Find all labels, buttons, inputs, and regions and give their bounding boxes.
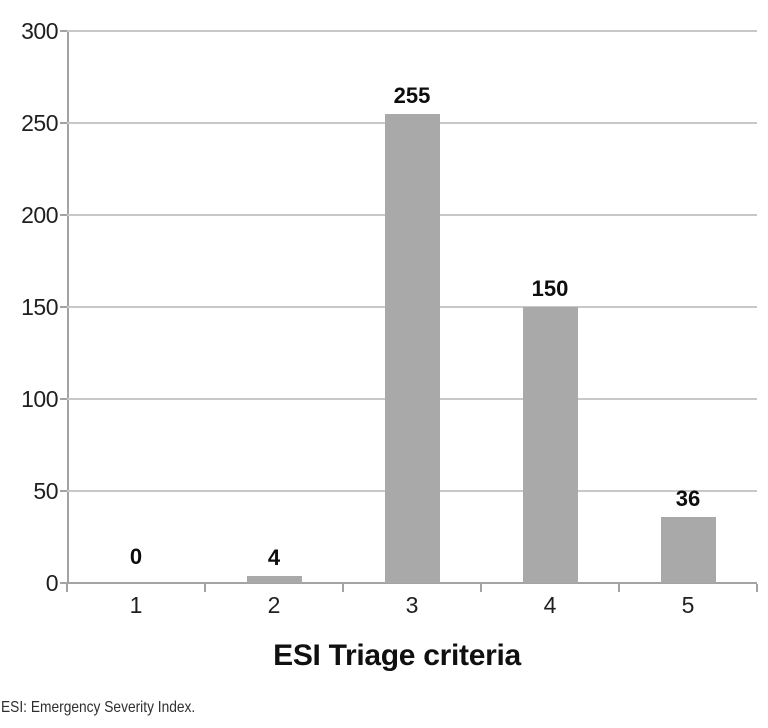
y-tick-label: 300 <box>21 18 58 44</box>
y-tick <box>60 582 67 584</box>
bar-value-label: 0 <box>129 544 143 569</box>
bar-value-label: 150 <box>531 276 569 301</box>
bar-value-label: 4 <box>267 544 281 570</box>
x-axis-title: ESI Triage criteria <box>273 639 521 672</box>
y-tick <box>60 214 67 216</box>
y-tick-label: 50 <box>33 478 58 504</box>
x-axis-line <box>65 582 757 584</box>
bar-value-label: 36 <box>675 485 701 511</box>
y-tick-label: 200 <box>21 202 58 228</box>
bar-value-label: 255 <box>393 82 431 108</box>
x-tick-label: 1 <box>129 592 143 618</box>
y-tick-label: 250 <box>21 110 58 136</box>
y-tick-label: 150 <box>21 294 58 320</box>
y-tick <box>60 30 67 32</box>
bar <box>660 516 716 583</box>
bar <box>384 113 440 583</box>
gridline <box>67 30 757 32</box>
x-tick-label: 5 <box>681 592 695 618</box>
x-tick <box>342 584 344 592</box>
x-tick <box>480 584 482 592</box>
x-tick-label: 2 <box>267 592 281 618</box>
y-tick <box>60 490 67 492</box>
x-tick <box>756 584 758 592</box>
bar <box>246 575 302 583</box>
y-tick <box>60 122 67 124</box>
x-axis: 1 2 3 4 5 <box>66 584 758 624</box>
plot-area: 0 4 255 150 36 <box>60 30 757 584</box>
x-tick-label: 4 <box>543 592 557 618</box>
x-tick <box>618 584 620 592</box>
bar <box>522 307 578 583</box>
y-tick-label: 0 <box>45 570 59 596</box>
footnote: ESI: Emergency Severity Index. <box>1 699 196 716</box>
x-tick-label: 3 <box>405 592 419 618</box>
y-tick-label: 100 <box>21 386 58 412</box>
y-tick <box>60 306 67 308</box>
y-axis-tick-labels: 0 50 100 150 200 250 300 <box>0 18 58 596</box>
y-tick <box>60 398 67 400</box>
x-tick <box>66 584 68 592</box>
x-tick <box>204 584 206 592</box>
